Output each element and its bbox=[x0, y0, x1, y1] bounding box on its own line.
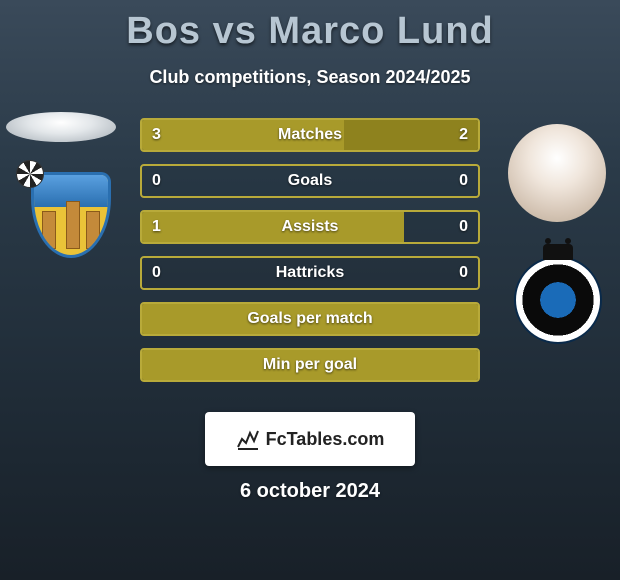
stat-bar: Goals per match bbox=[140, 302, 480, 336]
source-badge: FcTables.com bbox=[205, 412, 415, 466]
page-title: Bos vs Marco Lund bbox=[0, 0, 620, 53]
stat-label: Goals per match bbox=[247, 310, 372, 328]
stat-value-right: 0 bbox=[449, 212, 478, 242]
stat-value-right: 2 bbox=[449, 120, 478, 150]
stat-label: Min per goal bbox=[263, 356, 357, 374]
stat-label: Goals bbox=[288, 172, 332, 190]
date-label: 6 october 2024 bbox=[0, 480, 620, 503]
stat-label: Assists bbox=[282, 218, 339, 236]
stat-value-left: 1 bbox=[142, 212, 171, 242]
stat-value-right: 0 bbox=[449, 166, 478, 196]
stat-bar: Min per goal bbox=[140, 348, 480, 382]
comparison-panel: 3 2 Matches 0 0 Goals 1 0 Assists 0 0 Hattricks Goal… bbox=[0, 118, 620, 398]
stat-bars: 3 2 Matches 0 0 Goals 1 0 Assists 0 0 Hattricks Goal… bbox=[140, 118, 480, 382]
stat-bar: 0 0 Hattricks bbox=[140, 256, 480, 290]
stat-value-left: 0 bbox=[142, 166, 171, 196]
club-right-crest bbox=[508, 256, 608, 344]
football-icon bbox=[16, 160, 44, 188]
stat-value-left: 0 bbox=[142, 258, 171, 288]
stat-bar: 1 0 Assists bbox=[140, 210, 480, 244]
chart-icon bbox=[236, 427, 260, 451]
stat-label: Matches bbox=[278, 126, 342, 144]
stat-bar: 3 2 Matches bbox=[140, 118, 480, 152]
player-right-avatar bbox=[508, 124, 606, 222]
club-left-crest bbox=[22, 172, 120, 262]
stat-bar: 0 0 Goals bbox=[140, 164, 480, 198]
source-label: FcTables.com bbox=[266, 429, 385, 450]
stat-label: Hattricks bbox=[276, 264, 344, 282]
player-left-avatar bbox=[6, 112, 116, 142]
stat-value-right: 0 bbox=[449, 258, 478, 288]
page-subtitle: Club competitions, Season 2024/2025 bbox=[0, 67, 620, 88]
stat-value-left: 3 bbox=[142, 120, 171, 150]
